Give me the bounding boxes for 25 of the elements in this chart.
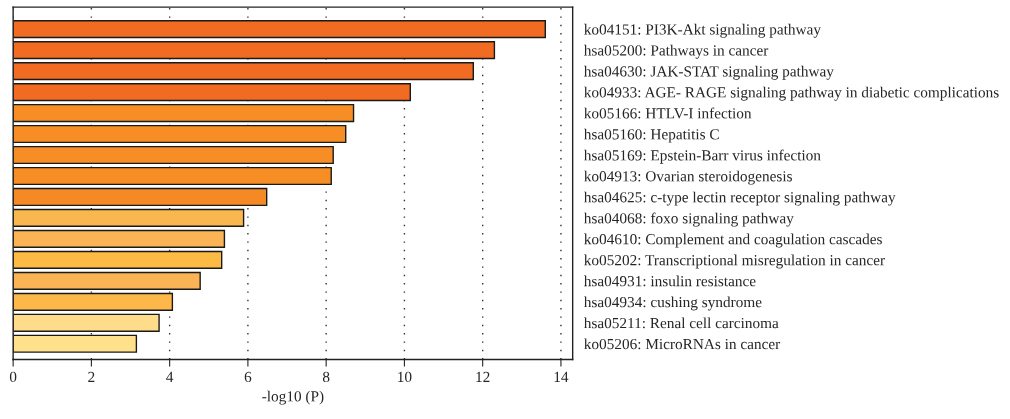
- x-tick-label: 0: [9, 371, 17, 383]
- y-tick-label: hsa05200: Pathways in cancer: [583, 44, 769, 59]
- y-tick-label: hsa04630: JAK-STAT signaling pathway: [583, 65, 834, 80]
- x-axis-title: -log10 (P): [262, 390, 324, 405]
- y-tick-label: ko04151: PI3K-Akt signaling pathway: [584, 23, 821, 38]
- x-tick-label: 12: [476, 371, 490, 382]
- x-tick-label: 10: [398, 371, 412, 383]
- y-tick-label: ko05166: HTLV-I infection: [584, 107, 752, 119]
- x-tick-label: 4: [166, 371, 174, 382]
- y-tick-label: hsa05211: Renal cell carcinoma: [583, 317, 779, 329]
- y-tick-label: hsa05169: Epstein-Barr virus infection: [583, 149, 821, 164]
- x-tick-label: 2: [88, 371, 95, 382]
- y-tick-label: hsa04931: insulin resistance: [583, 275, 756, 287]
- x-tick-label: 14: [554, 371, 569, 382]
- y-tick-label: hsa05160: Hepatitis C: [583, 128, 719, 143]
- y-tick-label: ko04913: Ovarian steroidogenesis: [584, 170, 792, 185]
- y-tick-label: ko05206: MicroRNAs in cancer: [584, 338, 781, 350]
- y-tick-label: ko04933: AGE- RAGE signaling pathway in diabetic complications: [584, 86, 999, 101]
- y-tick-label: hsa04068: foxo signaling pathway: [583, 212, 794, 227]
- x-tick-label: 8: [322, 371, 330, 383]
- y-tick-label: hsa04934: cushing syndrome: [583, 296, 762, 311]
- y-tick-label: ko04610: Complement and coagulation cascades: [584, 233, 882, 248]
- y-tick-label: ko05202: Transcriptional misregulation in cancer: [584, 254, 885, 269]
- y-tick-label: hsa04625: c-type lectin receptor signaling pathway: [583, 191, 896, 206]
- x-tick-label: 6: [244, 371, 252, 383]
